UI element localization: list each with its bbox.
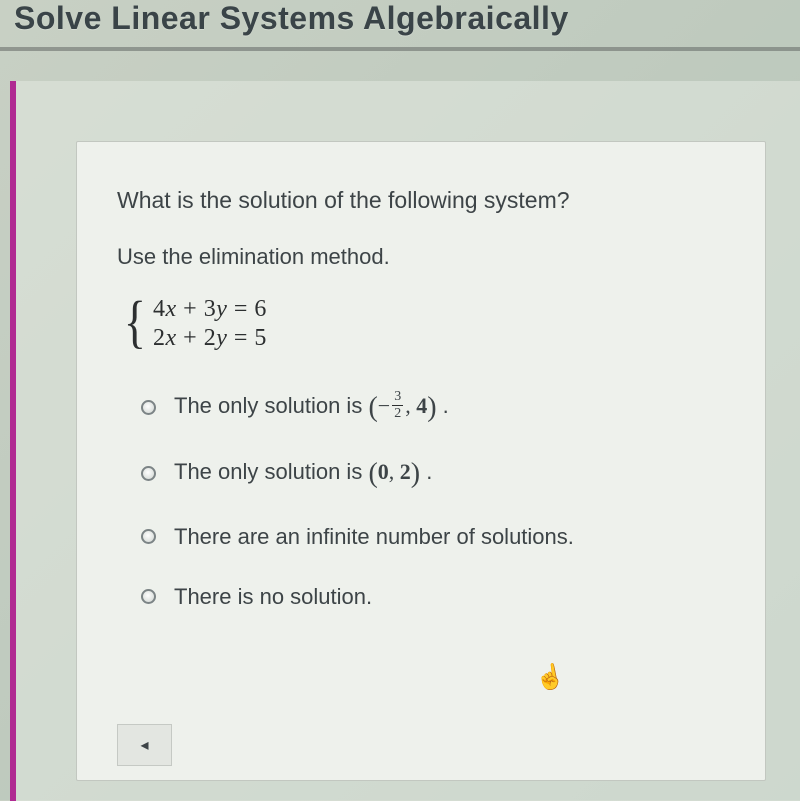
equation-1: 4x + 3y = 6	[153, 296, 729, 323]
chevron-left-icon: ◂	[140, 735, 148, 755]
prev-button[interactable]: ◂	[117, 724, 172, 766]
radio-icon[interactable]	[141, 400, 156, 415]
option-4-label: There is no solution.	[174, 584, 372, 610]
radio-icon[interactable]	[141, 589, 156, 604]
left-brace-icon: {	[124, 292, 146, 352]
content-area: What is the solution of the following sy…	[10, 81, 800, 801]
option-3[interactable]: There are an infinite number of solution…	[141, 524, 729, 550]
options-group: The only solution is (−32, 4) . The only…	[117, 392, 729, 610]
radio-icon[interactable]	[141, 529, 156, 544]
question-prompt: What is the solution of the following sy…	[117, 186, 729, 216]
option-2[interactable]: The only solution is (0, 2) .	[141, 458, 729, 490]
option-1[interactable]: The only solution is (−32, 4) .	[141, 392, 729, 424]
option-1-label: The only solution is (−32, 4) .	[174, 392, 449, 424]
option-3-label: There are an infinite number of solution…	[174, 524, 574, 550]
question-instruction: Use the elimination method.	[117, 244, 729, 270]
option-4[interactable]: There is no solution.	[141, 584, 729, 610]
radio-icon[interactable]	[141, 466, 156, 481]
cursor-hand-icon: ☝	[533, 661, 567, 695]
title-underline	[0, 47, 800, 51]
page-title: Solve Linear Systems Algebraically	[0, 0, 800, 47]
equation-system: { 4x + 3y = 6 2x + 2y = 5	[121, 296, 729, 352]
equation-2: 2x + 2y = 5	[153, 325, 729, 352]
option-2-label: The only solution is (0, 2) .	[174, 458, 432, 490]
question-card: What is the solution of the following sy…	[76, 141, 766, 781]
